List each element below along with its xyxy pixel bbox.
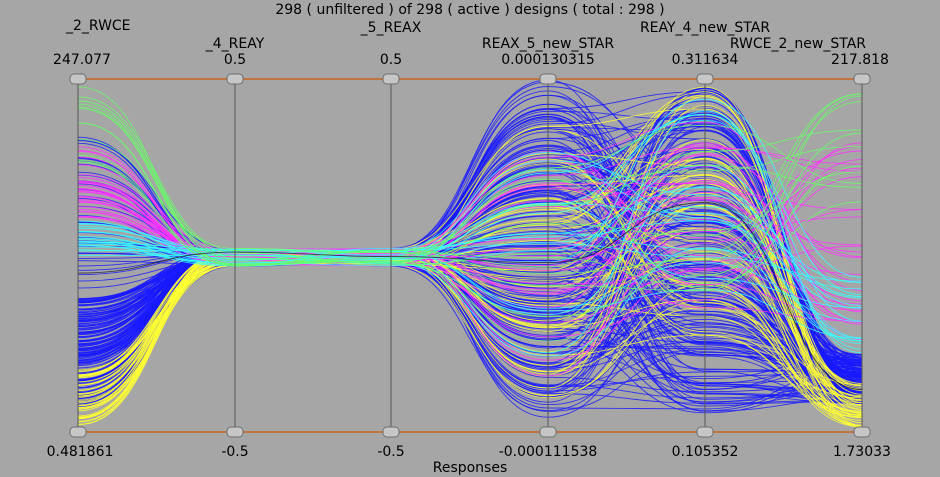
axis-max-REAX_5_new_STAR: 0.000130315	[501, 52, 595, 68]
axis-name-_5_REAX: _5_REAX	[360, 20, 422, 36]
axis-name-REAY_4_new_STAR: REAY_4_new_STAR	[639, 20, 771, 36]
design-line	[77, 122, 863, 285]
x-axis-label: Responses	[432, 460, 508, 476]
design-line	[77, 86, 863, 265]
axis-max-handle-REAY_4_new_STAR[interactable]	[696, 73, 714, 85]
design-line	[77, 152, 863, 342]
axis-name-REAX_5_new_STAR: REAX_5_new_STAR	[481, 36, 615, 52]
design-line	[77, 108, 863, 418]
axis-min-_2_RWCE: 0.481861	[46, 444, 114, 460]
axis-max-handle-_4_REAY[interactable]	[226, 73, 244, 85]
axis-max-_4_REAY: 0.5	[223, 52, 247, 68]
axis-min-RWCE_2_new_STAR: 1.73033	[833, 444, 891, 460]
axis-min-handle-_2_RWCE[interactable]	[69, 426, 87, 438]
design-line	[77, 258, 863, 412]
axis-max-_5_REAX: 0.5	[379, 52, 403, 68]
axis-handles	[69, 73, 871, 438]
design-line	[77, 232, 863, 290]
axis-name-_4_REAY: _4_REAY	[205, 36, 265, 52]
design-lines	[77, 79, 863, 428]
axis-min-_5_REAX: -0.5	[377, 444, 405, 460]
axis-min-handle-REAY_4_new_STAR[interactable]	[696, 426, 714, 438]
design-line	[77, 187, 863, 306]
axis-max-RWCE_2_new_STAR: 217.818	[831, 52, 889, 68]
axis-min-REAY_4_new_STAR: 0.105352	[671, 444, 739, 460]
axes	[77, 79, 863, 432]
design-line	[77, 95, 863, 292]
design-line	[77, 103, 863, 264]
design-line	[77, 249, 863, 404]
design-line	[77, 93, 863, 263]
axis-max-handle-RWCE_2_new_STAR[interactable]	[853, 73, 871, 85]
axis-name-_2_RWCE: _2_RWCE	[66, 18, 131, 34]
axis-min-handle-_4_REAY[interactable]	[226, 426, 244, 438]
design-line	[77, 167, 863, 342]
design-line	[77, 206, 863, 426]
design-line	[77, 239, 863, 339]
axis-max-handle-_5_REAX[interactable]	[382, 73, 400, 85]
axis-max-REAY_4_new_STAR: 0.311634	[671, 52, 739, 68]
design-line	[77, 138, 863, 288]
design-line	[77, 206, 863, 299]
axis-min-handle-RWCE_2_new_STAR[interactable]	[853, 426, 871, 438]
design-line	[77, 96, 863, 274]
axis-min-REAX_5_new_STAR: -0.000111538	[498, 444, 598, 460]
axis-min-handle-_5_REAX[interactable]	[382, 426, 400, 438]
axis-max-handle-REAX_5_new_STAR[interactable]	[539, 73, 557, 85]
design-line	[77, 129, 863, 268]
axis-max-handle-_2_RWCE[interactable]	[69, 73, 87, 85]
design-line	[77, 100, 863, 318]
chart-title: 298 ( unfiltered ) of 298 ( active ) des…	[275, 2, 665, 18]
axis-min-handle-REAX_5_new_STAR[interactable]	[539, 426, 557, 438]
axis-max-_2_RWCE: 247.077	[53, 52, 111, 68]
design-line	[77, 227, 863, 398]
axis-name-RWCE_2_new_STAR: RWCE_2_new_STAR	[729, 36, 866, 52]
design-line	[77, 202, 863, 391]
axis-min-_4_REAY: -0.5	[221, 444, 249, 460]
design-line	[77, 165, 863, 339]
